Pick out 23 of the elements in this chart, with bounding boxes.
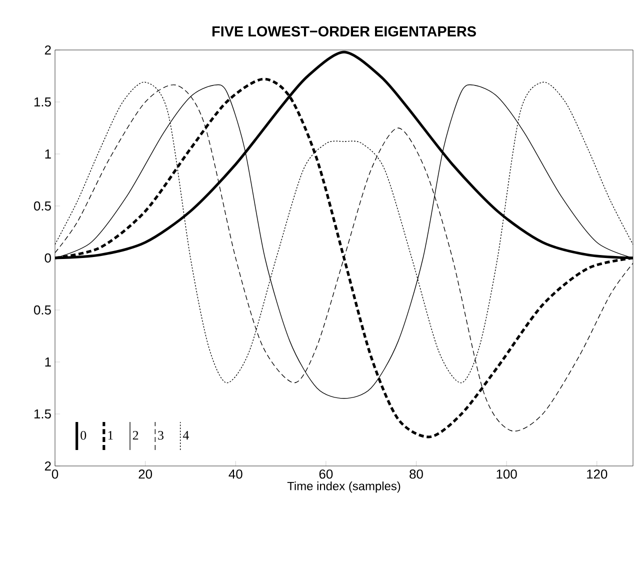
- x-axis-title: Time index (samples): [287, 482, 400, 493]
- legend-label: 1: [108, 430, 113, 440]
- legend-label: 0: [80, 430, 86, 440]
- x-tick-label: 0: [52, 470, 58, 479]
- y-tick-label: 2: [44, 461, 51, 471]
- x-tick-label: 80: [410, 470, 423, 479]
- y-tick-label: 1.5: [34, 97, 51, 106]
- x-tick-label: 20: [138, 470, 152, 479]
- y-tick-label: 1: [45, 358, 51, 366]
- chart-title: FIVE LOWEST−ORDER EIGENTAPERS: [212, 26, 476, 36]
- x-tick-label: 120: [587, 470, 608, 479]
- y-tick-label: 1.5: [34, 409, 51, 418]
- y-tick-label: 2: [44, 45, 51, 55]
- y-tick-label: 1: [45, 150, 51, 158]
- x-tick-label: 100: [496, 470, 517, 479]
- legend-label: 4: [182, 430, 189, 440]
- y-tick-label: 0: [44, 253, 51, 263]
- x-tick-label: 40: [228, 470, 242, 479]
- x-tick-label: 60: [319, 470, 333, 479]
- legend-label: 2: [132, 430, 138, 440]
- y-tick-label: 0.5: [34, 201, 51, 211]
- legend-label: 3: [158, 430, 164, 440]
- y-tick-label: 0.5: [34, 305, 51, 315]
